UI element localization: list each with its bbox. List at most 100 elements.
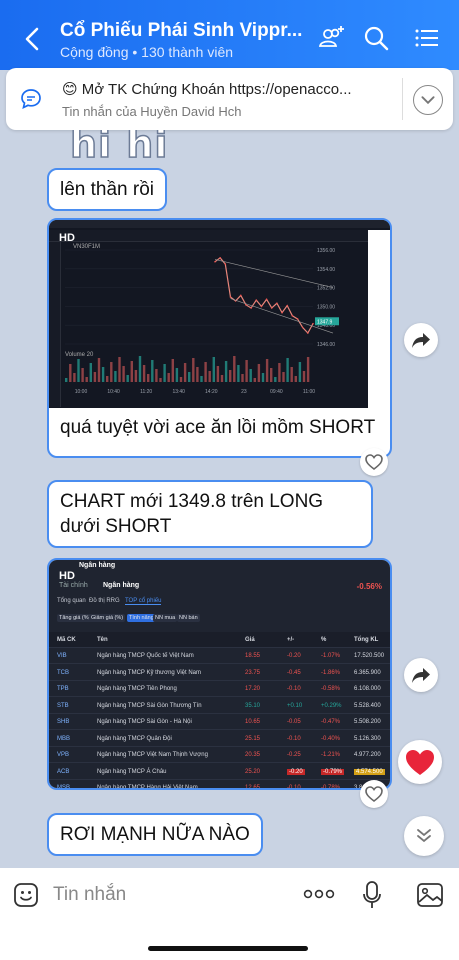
menu-icon[interactable] [413,24,441,52]
volume-bar [196,367,199,382]
table-row[interactable]: MBB Ngân hàng TMCP Quân Đội 25.15 -0.10 -0.4… [49,731,390,747]
volume-bar [114,371,117,382]
column-header[interactable]: Mã CK [57,637,76,643]
chart-image-message[interactable]: HD VN30F1M Volume 20 1356.00 1354.00 1352.… [47,218,392,458]
price-point [265,298,268,301]
add-member-icon[interactable] [318,24,346,52]
chart-screenshot[interactable]: HD VN30F1M Volume 20 1356.00 1354.00 1352.… [49,220,390,410]
emoji-icon[interactable] [13,882,39,908]
volume-bar [97,358,101,382]
cell-percent: -0.58% [321,686,341,692]
volume-bar [229,370,232,382]
x-tick-label: 11:00 [303,389,315,395]
table-screenshot[interactable]: Ngân hàng HD Tài chính Ngân hàng -0.56% … [49,560,390,788]
volume-bar [122,366,125,382]
table-row[interactable]: TPB Ngân hàng TMCP Tiên Phong 17.20 -0.10 -0… [49,681,390,697]
table-tab[interactable]: Đồ thị RRG [89,598,120,604]
table-subtab[interactable]: Tăng giá (%) [57,614,93,622]
table-row[interactable]: STB Ngân hàng TMCP Sài Gòn Thương Tín 35.1… [49,698,390,714]
more-options-icon[interactable] [302,884,336,904]
volume-bar [270,368,273,382]
column-header[interactable]: Giá [245,637,255,643]
cell-code: MSB [57,785,71,790]
pinned-sender: Tin nhắn của Huyền David Hch [62,104,242,119]
cell-name: Ngân hàng TMCP Sài Gòn Thương Tín [97,702,202,709]
message-input[interactable]: Tin nhắn [53,884,127,905]
cell-code: ACB [57,768,70,775]
column-header[interactable]: Tổng KL [354,637,379,643]
cell-volume: 6.108.000 [354,686,381,692]
group-title[interactable]: Cổ Phiếu Phái Sinh Vippr... [60,20,303,41]
x-tick-label: 11:20 [140,389,152,395]
cell-change: -0.20 [287,653,301,659]
microphone-icon[interactable] [362,880,382,910]
volume-bar [179,377,183,382]
pinned-divider [402,78,403,120]
app-title: Ngân hàng [79,562,116,569]
table-tab[interactable]: Tổng quan [57,598,86,604]
volume-bar [286,358,289,382]
volume-bar [85,377,88,382]
message-bubble[interactable]: RƠI MẠNH NỮA NÀO [47,813,263,856]
heart-reaction-icon[interactable] [398,740,442,784]
search-icon[interactable] [362,24,390,52]
table-row[interactable]: MSB Ngân hàng TMCP Hàng Hải Việt Nam 12.65… [49,780,390,790]
share-icon[interactable] [404,323,438,357]
column-header[interactable]: % [321,637,327,643]
sticker: hi hi [69,130,169,167]
cell-name: Ngân hàng TMCP Á Châu [97,768,167,775]
volume-bar [142,365,146,382]
volume-bar [163,364,166,382]
volume-bar [138,356,142,382]
table-row[interactable]: VPB Ngân hàng TMCP Việt Nam Thịnh Vượng 20… [49,747,390,763]
table-subtab[interactable]: Giảm giá (%) [89,614,126,622]
cell-volume: 5.528.400 [354,702,381,709]
table-tab[interactable]: TOP cổ phiếu [125,598,162,605]
message-bubble[interactable]: lên thần rồi [47,168,168,211]
volume-bar [101,367,105,382]
cell-price: 17.20 [245,686,261,692]
column-header[interactable]: +/- [287,637,295,643]
volume-bar [249,369,252,382]
cell-code: TPB [57,686,69,692]
price-point [250,307,252,309]
current-price-tag [315,317,339,326]
cell-code: STB [57,702,69,709]
back-icon[interactable] [20,24,46,54]
message-bubble[interactable]: CHART mới 1349.8 trên LONG dưới SHORT [47,480,373,548]
scroll-down-icon[interactable] [404,816,444,856]
cell-volume: 4.574.500 [354,768,385,775]
x-tick-label: 23 [241,389,247,395]
cell-change: -0.20 [287,768,305,775]
watermark: HD [59,570,75,582]
cell-price: 20.35 [245,752,261,758]
table-row[interactable]: VIB Ngân hàng TMCP Quốc tế Việt Nam 18.55 -… [49,648,390,664]
like-heart-icon[interactable] [360,780,388,808]
cell-price: 12.65 [245,785,261,790]
table-image-message[interactable]: Ngân hàng HD Tài chính Ngân hàng -0.56% … [47,558,392,790]
trend-line [230,298,334,334]
column-header[interactable]: Tên [97,637,108,643]
table-subtab[interactable]: NN bán [177,614,200,622]
like-heart-icon[interactable] [360,448,388,476]
table-row[interactable]: SHB Ngân hàng TMCP Sài Gòn - Hà Nội 10.65 -… [49,714,390,730]
chart-caption: quá tuyệt vời ace ăn lồi mồm SHORT [60,417,376,438]
volume-bar [302,371,306,382]
current-price-label: 1347.9 [317,319,333,325]
sector-change: -0.56% [356,582,382,591]
expand-chevron-icon[interactable] [413,85,443,115]
price-point [286,304,289,307]
table-row[interactable]: ACB Ngân hàng TMCP Á Châu 25.20 -0.20 -0.79%… [49,764,390,780]
table-subtab[interactable]: NN mua [153,614,178,622]
table-row[interactable]: TCB Ngân hàng TMCP Kỹ thương Việt Nam 23.7… [49,665,390,681]
share-icon[interactable] [404,658,438,692]
cell-price: 25.15 [245,735,261,742]
price-point [229,296,232,298]
table-subtab[interactable]: Tính năng [127,614,156,622]
pinned-message[interactable]: 😊 Mở TK Chứng Khoán https://openacco... … [6,68,453,130]
cell-code: TCB [57,669,69,676]
table-header-row: Mã CK Tên Giá +/-% Tổng KL [49,632,390,648]
chat-area[interactable]: hi hi lên thần rồi HD VN30F1M Volume 20 … [0,130,459,868]
cell-percent: +0.29% [321,702,342,709]
image-icon[interactable] [416,882,444,908]
